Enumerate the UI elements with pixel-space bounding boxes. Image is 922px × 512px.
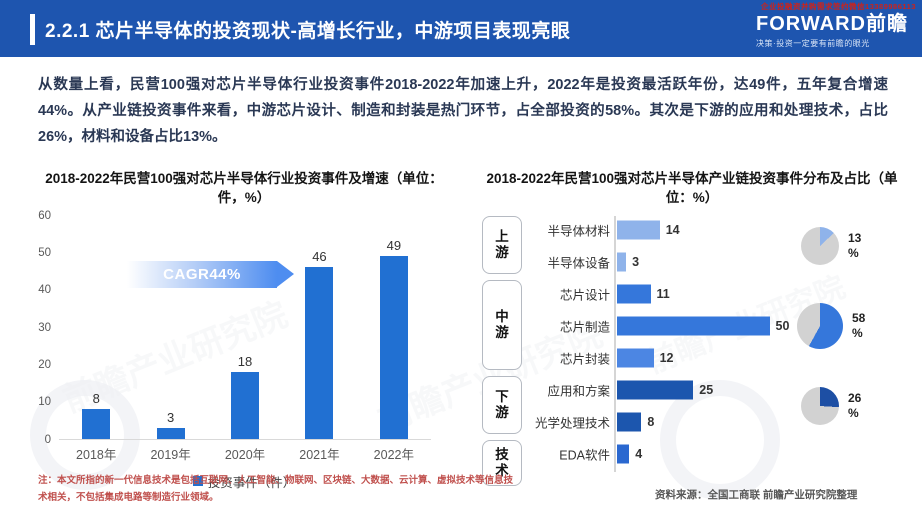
bar-column: 3 [133, 216, 207, 439]
bar [617, 380, 694, 400]
intro-paragraph: 从数量上看，民营100强对芯片半导体行业投资事件2018-2022年加速上升，2… [38, 77, 888, 145]
bar [305, 267, 334, 439]
stage-box-中游: 中游 [482, 279, 522, 370]
y-tick-label: 50 [38, 247, 51, 260]
bar [617, 220, 660, 240]
category-label: 光学处理技术 [534, 416, 610, 431]
cagr-arrow-head [277, 261, 294, 288]
x-tick-label: 2020年 [224, 447, 266, 462]
left-chart-bars: 8 3 18 46 49 [59, 216, 431, 440]
bar-column: 46 [282, 216, 356, 439]
bar [617, 252, 627, 272]
stage-box-技术: 技术 [482, 439, 522, 486]
pie-percent-label: 58% [852, 310, 866, 340]
pie-chart-下游 [801, 386, 839, 425]
bar-value-label: 3 [166, 409, 175, 425]
y-tick-label: 0 [44, 433, 51, 446]
data-source: 资料来源：全国工商联 前瞻产业研究院整理 [655, 489, 858, 501]
bar-value-label: 8 [647, 414, 655, 429]
stage-label: 中游 [495, 309, 509, 340]
bar [231, 371, 260, 439]
category-label: 芯片设计 [559, 288, 610, 303]
left-bar-chart: 2018-2022年民营100强对芯片半导体行业投资事件及增速（单位：件，%） … [33, 170, 455, 491]
left-chart-plot: 0 10 20 30 40 50 60 8 3 18 46 49 CAGR44% 2018年 2019… [33, 210, 455, 462]
stage-label: 下游 [495, 389, 509, 420]
category-label: EDA软件 [559, 448, 610, 463]
category-label: 半导体设备 [547, 256, 610, 271]
brand-logo: FORWARD前瞻 决策·投资一定要有前瞻的眼光 [756, 13, 908, 49]
bar [156, 427, 185, 439]
bar-value-label: 25 [699, 382, 714, 397]
bar-value-label: 11 [656, 286, 670, 301]
x-tick-label: 2022年 [373, 447, 414, 462]
left-chart-title: 2018-2022年民营100强对芯片半导体行业投资事件及增速（单位：件，%） [45, 171, 443, 205]
bar [617, 412, 642, 432]
stage-box-下游: 下游 [482, 375, 522, 434]
bar-value-label: 49 [386, 237, 402, 253]
y-tick-label: 40 [38, 284, 51, 297]
pie-chart-中游 [797, 302, 843, 349]
cagr-arrow-label: CAGR44% [127, 260, 277, 288]
bar-value-label: 14 [665, 222, 680, 237]
right-bar-chart: 2018-2022年民营100强对芯片半导体产业链投资事件分布及占比（单位：%）… [468, 170, 916, 486]
left-chart-x-axis: 2018年 2019年 2020年 2021年 2022年 [59, 444, 431, 463]
y-tick-label: 10 [38, 396, 51, 409]
legend-swatch-icon [192, 476, 203, 487]
bar-value-label: 12 [659, 350, 674, 365]
cagr-arrow: CAGR44% [127, 260, 294, 288]
left-chart-y-axis: 0 10 20 30 40 50 60 [33, 210, 55, 446]
y-tick-label: 20 [38, 359, 51, 372]
brand-logo-text: FORWARD前瞻 [756, 13, 908, 35]
bar-value-label: 50 [775, 318, 790, 333]
header: 企业投融资并购需求签约微信13389986113 2.2.1 芯片半导体的投资现… [0, 0, 922, 57]
bar [82, 408, 111, 439]
right-chart-area: 半导体材料 14 半导体设备 3 芯片设计 11 芯片制造 50 芯片封装 12 应用和方案 25 光学… [468, 214, 916, 486]
x-tick-label: 2019年 [150, 447, 191, 462]
bar [617, 316, 770, 336]
stage-label: 上游 [495, 229, 509, 260]
bar [617, 348, 654, 368]
category-label: 芯片封装 [559, 352, 610, 367]
header-title-wrap: 2.2.1 芯片半导体的投资现状-高增长行业，中游项目表现亮眼 [30, 14, 570, 45]
bar-value-label: 3 [632, 254, 640, 269]
brand-tagline: 决策·投资一定要有前瞻的眼光 [756, 39, 870, 48]
y-tick-label: 60 [38, 209, 51, 222]
title-accent-bar [30, 14, 35, 45]
x-tick-label: 2021年 [299, 447, 340, 462]
header-mini-notice: 企业投融资并购需求签约微信13389986113 [761, 2, 916, 11]
bar-value-label: 46 [312, 249, 327, 265]
page-title: 2.2.1 芯片半导体的投资现状-高增长行业，中游项目表现亮眼 [45, 16, 570, 43]
section-number: 2.2.1 [45, 21, 90, 42]
stage-box-上游: 上游 [482, 215, 522, 274]
left-chart-legend: 投资事件（件） [33, 472, 455, 491]
section-title: 芯片半导体的投资现状-高增长行业，中游项目表现亮眼 [95, 21, 571, 42]
bar-value-label: 18 [237, 353, 253, 369]
category-label: 芯片制造 [559, 320, 610, 335]
stage-label: 技术 [495, 447, 509, 478]
bar-column: 18 [208, 216, 282, 439]
bar-value-label: 8 [92, 390, 100, 406]
baseline-axis [614, 215, 616, 472]
y-tick-label: 30 [38, 321, 51, 334]
pie-percent-label: 26% [848, 390, 862, 420]
right-chart-title: 2018-2022年民营100强对芯片半导体产业链投资事件分布及占比（单位：%） [486, 171, 898, 205]
footnote: 注：本文所指的新一代信息技术是包括互联网、人工智能、物联网、区块链、大数据、云计… [38, 475, 514, 503]
bar [617, 284, 651, 304]
bar [379, 255, 408, 439]
category-label: 应用和方案 [547, 384, 610, 399]
bar-column: 8 [59, 216, 133, 439]
legend-label: 投资事件（件） [207, 475, 296, 490]
pie-chart-上游 [801, 226, 839, 265]
bar-column: 49 [357, 216, 431, 439]
pie-percent-label: 13% [848, 230, 862, 260]
bar [617, 444, 630, 464]
x-tick-label: 2018年 [76, 447, 117, 462]
bar-value-label: 4 [635, 446, 643, 461]
category-label: 半导体材料 [547, 224, 610, 239]
